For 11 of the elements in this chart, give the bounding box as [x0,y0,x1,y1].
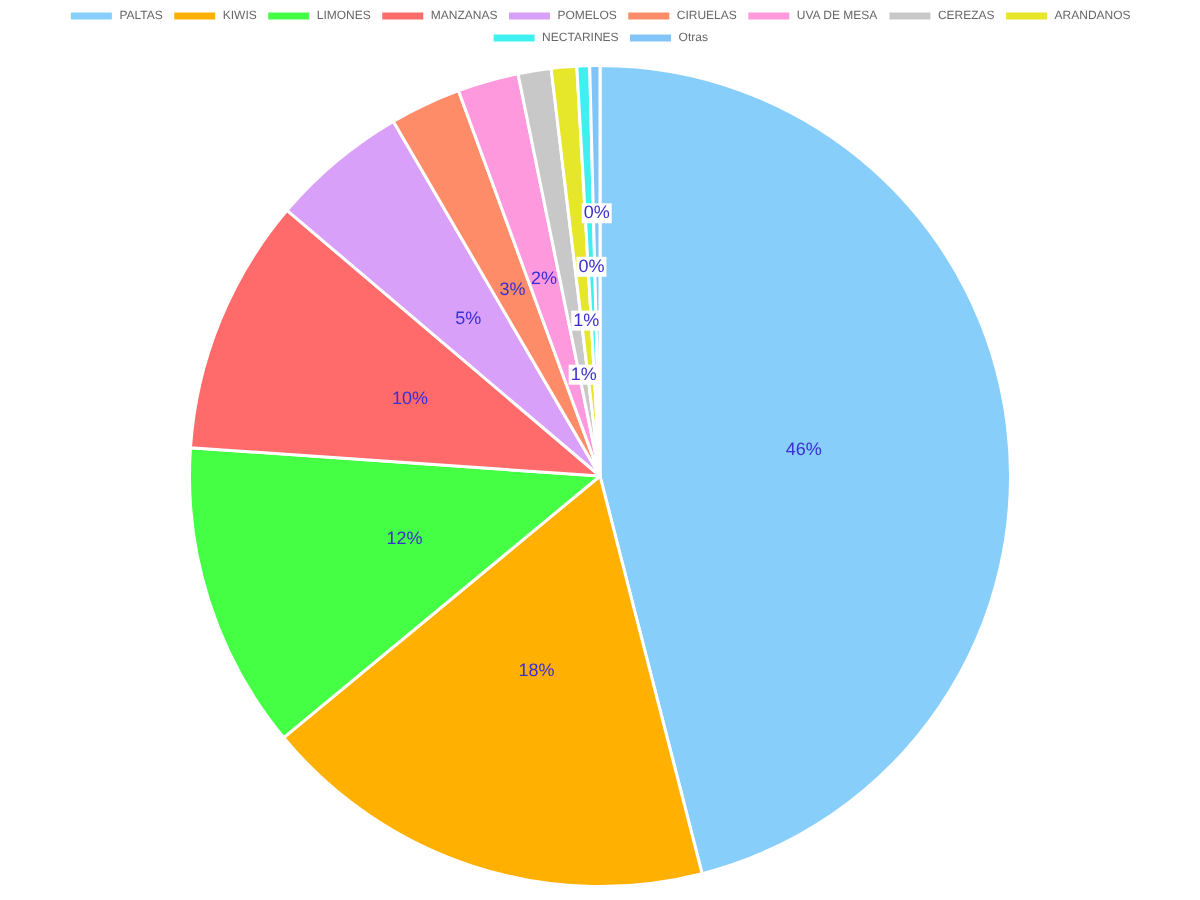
data-label: 1% [570,363,597,384]
data-label: 3% [499,279,526,300]
data-label: 10% [391,387,428,408]
data-label: 0% [583,202,610,223]
data-label: 12% [386,527,423,548]
data-label: 18% [518,660,555,681]
data-label: 0% [578,255,605,276]
data-label: 46% [785,439,822,460]
data-label: 1% [573,309,600,330]
data-label: 2% [530,267,557,288]
data-label: 5% [455,307,482,328]
